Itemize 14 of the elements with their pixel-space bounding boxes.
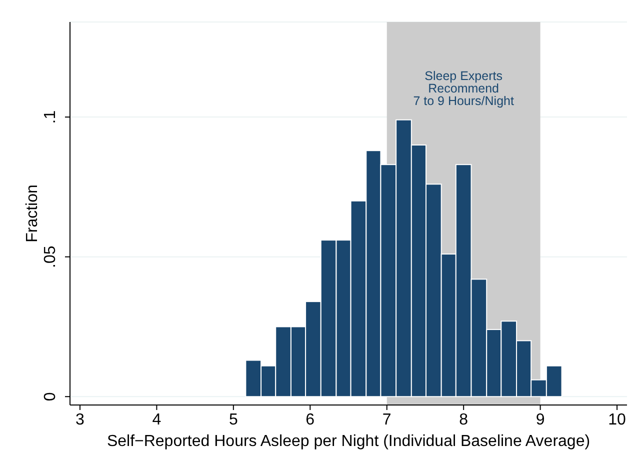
x-tick-label: 5 bbox=[228, 411, 238, 428]
y-tick-label: .1 bbox=[42, 110, 59, 124]
band-label: Sleep Experts Recommend 7 to 9 Hours/Night bbox=[413, 69, 514, 108]
x-tick-label: 10 bbox=[608, 411, 626, 428]
x-axis-title: Self−Reported Hours Asleep per Night (Individual Baseline Average) bbox=[106, 433, 590, 450]
y-tick-label: 0 bbox=[42, 392, 59, 402]
x-tick-label: 9 bbox=[536, 411, 545, 428]
y-axis-title: Fraction bbox=[24, 184, 41, 242]
x-tick-label: 3 bbox=[76, 411, 85, 428]
x-tick-label: 4 bbox=[152, 411, 162, 428]
x-tick-label: 6 bbox=[306, 411, 315, 428]
y-tick-label: .05 bbox=[42, 246, 59, 268]
x-tick-label: 8 bbox=[459, 411, 468, 428]
x-tick-label: 7 bbox=[382, 411, 392, 428]
